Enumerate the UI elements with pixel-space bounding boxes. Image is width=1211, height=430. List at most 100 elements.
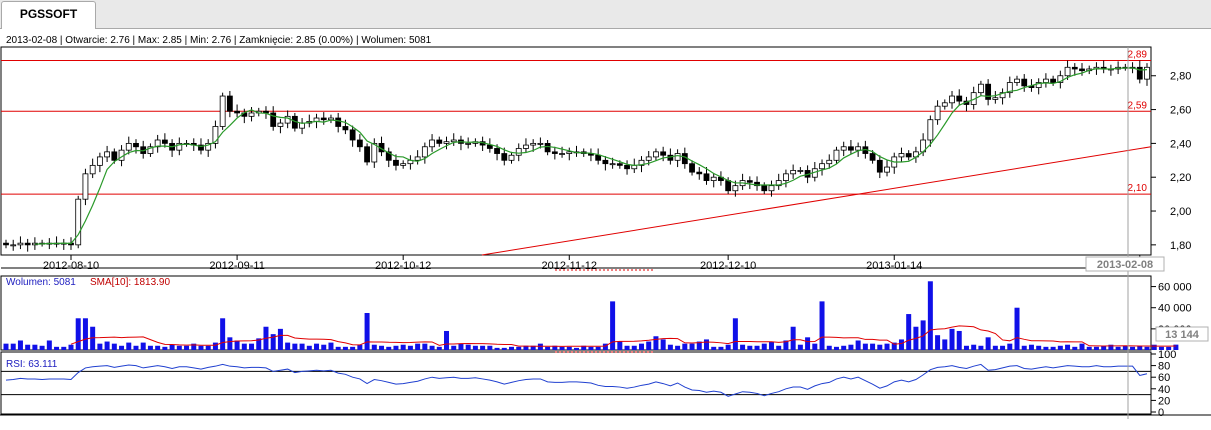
- volume-bar: [1057, 345, 1063, 350]
- volume-bar: [10, 343, 16, 350]
- volume-bar: [985, 337, 991, 350]
- candle-body: [855, 146, 862, 151]
- volume-bar: [638, 343, 644, 350]
- volume-bar: [740, 344, 746, 350]
- candle-body: [125, 142, 132, 151]
- candle-body: [75, 198, 82, 246]
- volume-bar: [703, 339, 709, 350]
- volume-bar: [494, 347, 500, 350]
- volume-bar: [992, 345, 998, 350]
- candle-body: [248, 112, 255, 117]
- volume-bar: [667, 344, 673, 350]
- volume-bar: [653, 336, 659, 350]
- candle-body: [176, 142, 183, 151]
- candle-body: [833, 149, 840, 161]
- candle-body: [674, 153, 681, 161]
- volume-bar: [32, 344, 38, 350]
- candle-body: [1071, 66, 1078, 70]
- candle-body: [429, 139, 435, 148]
- volume-bar: [920, 320, 926, 350]
- info-line: 2013-02-08 | Otwarcie: 2.76 | Max: 2.85 …: [6, 35, 432, 46]
- volume-bar: [54, 346, 60, 350]
- candle-body: [82, 173, 89, 200]
- trendline: [481, 146, 1152, 256]
- candle-body: [653, 151, 659, 158]
- volume-bar: [646, 341, 652, 350]
- volume-bar: [299, 343, 305, 350]
- volume-bar: [711, 346, 717, 350]
- candle-body: [1021, 78, 1028, 87]
- volume-sma-line: [70, 325, 1176, 347]
- candle-body: [501, 153, 508, 161]
- volume-bar: [1072, 346, 1078, 350]
- volume-bar: [314, 343, 320, 350]
- price-tick-label: 2,00: [1170, 206, 1191, 218]
- candle-body: [414, 156, 421, 161]
- volume-bar: [768, 341, 774, 350]
- volume-bar: [205, 345, 211, 350]
- date-tick-label: 2012-08-10: [43, 260, 99, 272]
- candle-body: [421, 146, 428, 158]
- volume-bar: [3, 343, 9, 350]
- volume-bar: [393, 345, 399, 350]
- candle-body: [198, 144, 204, 151]
- candle-body: [1144, 66, 1150, 80]
- volume-bar: [75, 318, 81, 350]
- chart-svg: 2013-02-08 | Otwarcie: 2.76 | Max: 2.85 …: [0, 35, 1211, 419]
- volume-bar: [256, 338, 262, 350]
- rsi-tick-label: 60: [1158, 372, 1170, 384]
- volume-tick-label: 60 000: [1158, 282, 1192, 294]
- chart-area: 2013-02-08 | Otwarcie: 2.76 | Max: 2.85 …: [0, 29, 1211, 430]
- volume-bar: [870, 343, 876, 350]
- date-tick-label: 2013-01-14: [866, 260, 922, 272]
- candle-body: [819, 163, 825, 170]
- candle-body: [681, 153, 688, 165]
- candle-body: [934, 105, 941, 121]
- volume-bar: [530, 345, 536, 350]
- volume-bar: [1028, 344, 1034, 350]
- volume-bar: [1108, 344, 1114, 350]
- volume-bar: [328, 342, 334, 350]
- candle-body: [1042, 78, 1049, 83]
- volume-bar: [624, 345, 630, 350]
- volume-bar: [292, 343, 298, 350]
- volume-bar: [732, 318, 738, 350]
- volume-bar: [862, 343, 868, 350]
- volume-bar: [198, 345, 204, 350]
- volume-panel-frame: [0, 275, 1152, 351]
- candle-body: [624, 164, 630, 170]
- volume-bar: [451, 345, 457, 350]
- candle-body: [754, 181, 760, 187]
- candle-body: [696, 171, 703, 175]
- candle-body: [645, 156, 652, 161]
- volume-bar: [675, 345, 681, 350]
- candle-body: [840, 146, 847, 151]
- volume-cursor-value: 13 144: [1165, 329, 1200, 341]
- volume-bar: [1050, 346, 1056, 350]
- rsi-tick-label: 20: [1158, 395, 1170, 407]
- price-tick-label: 1,80: [1170, 240, 1191, 252]
- volume-bar: [400, 344, 406, 350]
- volume-bar: [220, 318, 226, 350]
- candle-body: [710, 176, 717, 181]
- volume-bar: [277, 328, 283, 350]
- volume-bar: [1151, 344, 1157, 350]
- volume-bar: [812, 343, 818, 350]
- volume-bar: [906, 314, 912, 350]
- volume-bar: [1122, 345, 1128, 350]
- candle-body: [602, 159, 609, 165]
- volume-bar: [234, 340, 240, 350]
- volume-bar: [1158, 346, 1164, 350]
- candle-body: [999, 92, 1006, 99]
- volume-tick-label: 40 000: [1158, 303, 1192, 315]
- candle-body: [17, 242, 24, 246]
- candle-body: [927, 119, 934, 141]
- volume-bar: [487, 345, 493, 350]
- tab-pgssoft[interactable]: PGSSOFT: [1, 1, 96, 29]
- price-level-label: 2,89: [1128, 50, 1148, 61]
- volume-bar: [61, 346, 67, 350]
- volume-bar: [1130, 346, 1136, 350]
- candle-body: [277, 122, 284, 127]
- candle-body: [544, 142, 551, 153]
- volume-bar: [617, 341, 623, 350]
